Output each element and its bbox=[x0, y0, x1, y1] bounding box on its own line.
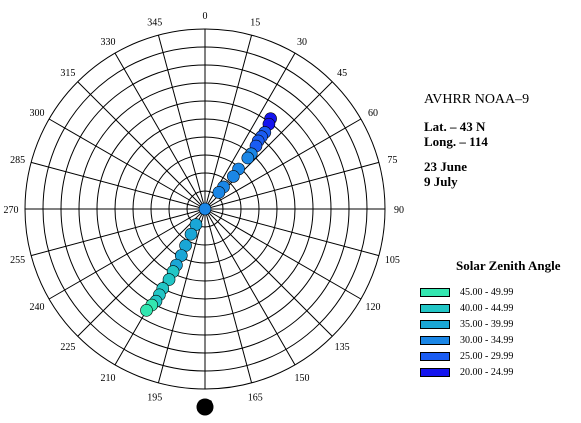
data-point bbox=[162, 273, 176, 286]
angular-tick-label: 300 bbox=[29, 108, 44, 119]
angular-tick-label: 60 bbox=[368, 108, 378, 119]
legend-title: Solar Zenith Angle bbox=[456, 258, 561, 273]
data-point bbox=[140, 304, 153, 317]
angular-spoke bbox=[157, 208, 206, 383]
angular-tick-labels: 0153045607590105120135150165180195210225… bbox=[4, 11, 405, 410]
angular-tick-label: 285 bbox=[10, 155, 25, 166]
data-point bbox=[184, 227, 198, 241]
angular-tick-label: 195 bbox=[147, 392, 162, 403]
legend-item: 25.00 - 29.99 bbox=[420, 348, 561, 364]
angular-tick-label: 150 bbox=[295, 373, 310, 384]
angular-spoke bbox=[77, 81, 206, 210]
angular-spoke bbox=[204, 208, 253, 383]
angular-tick-label: 0 bbox=[203, 11, 208, 22]
angular-tick-label: 345 bbox=[147, 18, 162, 29]
angular-spoke bbox=[204, 208, 362, 300]
legend-swatch bbox=[420, 367, 450, 377]
data-point bbox=[198, 202, 212, 216]
longitude: Long. – 114 bbox=[424, 134, 488, 149]
legend-swatch bbox=[420, 319, 450, 329]
angular-tick-label: 165 bbox=[248, 392, 263, 403]
legend-label: 45.00 - 49.99 bbox=[460, 286, 514, 298]
angular-spoke bbox=[204, 118, 362, 210]
angular-spoke bbox=[157, 35, 206, 210]
legend-swatch bbox=[420, 351, 450, 361]
legend-swatch bbox=[420, 303, 450, 313]
angular-tick-label: 225 bbox=[60, 342, 75, 353]
legend-item: 35.00 - 39.99 bbox=[420, 316, 561, 332]
angular-tick-label: 330 bbox=[101, 37, 116, 48]
polar-plot: 0153045607590105120135150165180195210225… bbox=[4, 11, 405, 416]
angular-tick-label: 255 bbox=[10, 255, 25, 266]
legend-item: 20.00 - 24.99 bbox=[420, 364, 561, 380]
legend-item: 30.00 - 34.99 bbox=[420, 332, 561, 348]
data-point bbox=[241, 151, 255, 165]
angular-tick-label: 270 bbox=[4, 205, 19, 216]
angular-spoke bbox=[114, 52, 206, 210]
angular-tick-label: 45 bbox=[337, 68, 347, 79]
angular-spoke bbox=[204, 208, 296, 366]
date-second: 9 July bbox=[424, 174, 458, 189]
angular-spoke bbox=[31, 208, 206, 257]
angular-spoke bbox=[204, 208, 379, 257]
angular-spoke bbox=[204, 208, 333, 337]
legend-label: 25.00 - 29.99 bbox=[460, 350, 514, 362]
angular-spokes bbox=[25, 29, 385, 389]
legend-label: 20.00 - 24.99 bbox=[460, 366, 514, 378]
angular-tick-label: 120 bbox=[366, 302, 381, 313]
data-point bbox=[227, 170, 240, 183]
angular-spoke bbox=[48, 118, 206, 210]
legend-swatch bbox=[420, 335, 450, 345]
angular-tick-label: 240 bbox=[29, 302, 44, 313]
angular-spoke bbox=[31, 161, 206, 210]
angular-spoke bbox=[204, 161, 379, 210]
legend: Solar Zenith Angle 45.00 - 49.99 40.00 - … bbox=[420, 258, 561, 380]
angular-tick-label: 210 bbox=[101, 373, 116, 384]
angular-tick-label: 90 bbox=[394, 205, 404, 216]
angular-spoke bbox=[77, 208, 206, 337]
legend-label: 35.00 - 39.99 bbox=[460, 318, 514, 330]
angular-tick-label: 135 bbox=[335, 342, 350, 353]
angular-tick-label: 315 bbox=[60, 68, 75, 79]
data-point bbox=[212, 186, 226, 199]
legend-swatch bbox=[420, 287, 450, 297]
legend-label: 40.00 - 44.99 bbox=[460, 302, 514, 314]
angular-tick-label: 75 bbox=[387, 155, 397, 166]
legend-item: 45.00 - 49.99 bbox=[420, 284, 561, 300]
angular-tick-label: 105 bbox=[385, 255, 400, 266]
angular-tick-label: 15 bbox=[250, 18, 260, 29]
legend-label: 30.00 - 34.99 bbox=[460, 334, 514, 346]
info-block: AVHRR NOAA–9 Lat. – 43 N Long. – 114 23 … bbox=[424, 92, 529, 189]
angular-spoke bbox=[204, 35, 253, 210]
latitude: Lat. – 43 N bbox=[424, 119, 486, 134]
legend-item: 40.00 - 44.99 bbox=[420, 300, 561, 316]
marker-180 bbox=[196, 398, 214, 416]
angular-tick-label: 30 bbox=[297, 37, 307, 48]
angular-spoke bbox=[48, 208, 206, 300]
data-points bbox=[140, 112, 277, 416]
date-first: 23 June bbox=[424, 159, 467, 174]
satellite-title: AVHRR NOAA–9 bbox=[424, 92, 530, 107]
